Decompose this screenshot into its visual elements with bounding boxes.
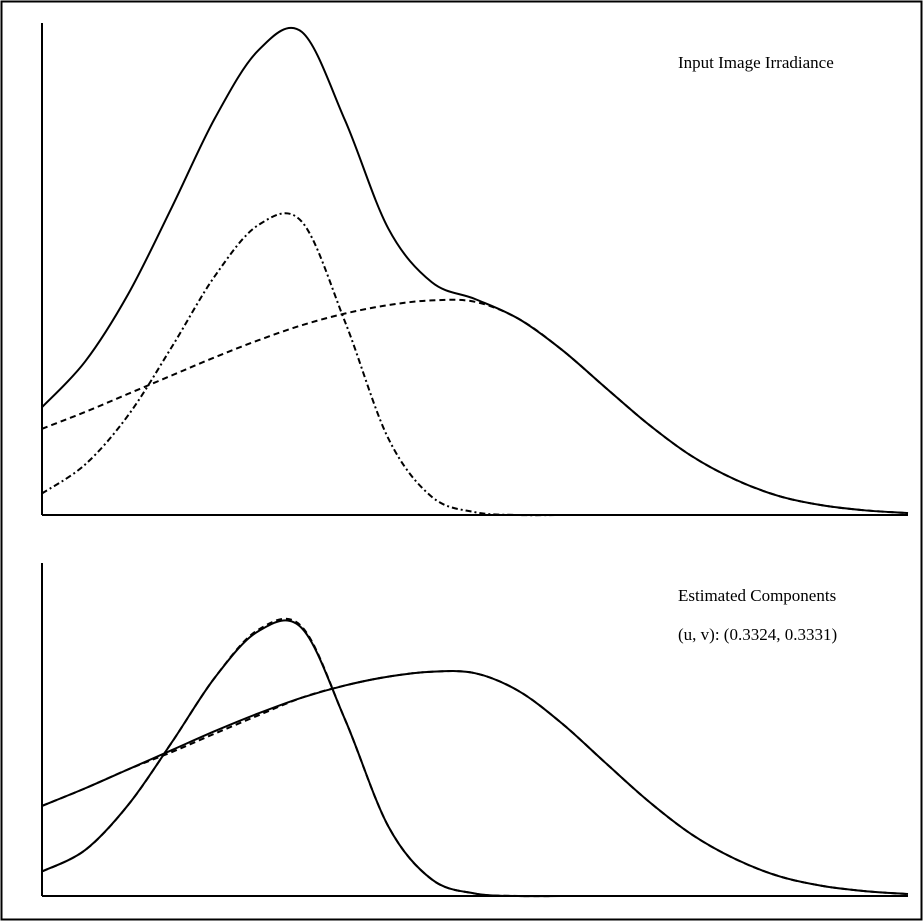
annotation: Estimated Components [678,586,836,605]
curve [41,617,908,898]
curve [41,212,908,517]
curve [41,298,909,515]
curve [41,670,909,896]
annotation: Input Image Irradiance [678,53,834,72]
annotation: (u, v): (0.3324, 0.3331) [678,625,837,644]
